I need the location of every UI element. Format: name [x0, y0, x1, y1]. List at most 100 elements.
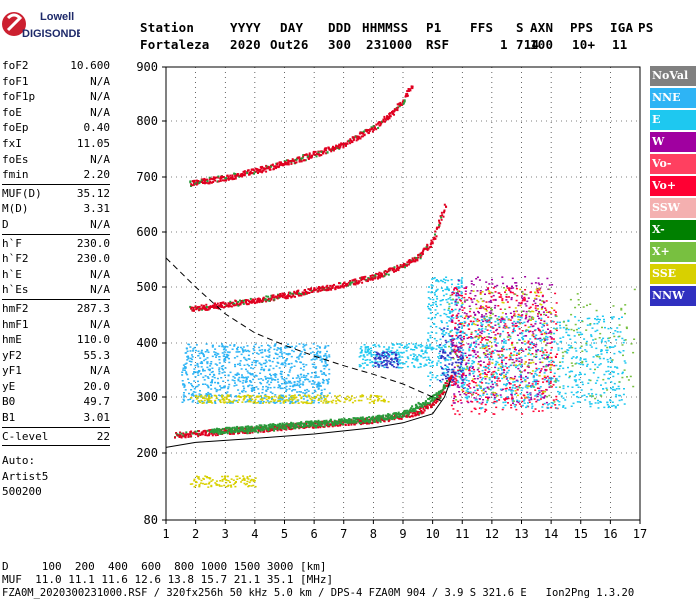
- trace-point: [447, 378, 450, 381]
- scatter-point: [463, 393, 466, 395]
- scatter-point: [575, 379, 578, 381]
- scatter-point: [479, 305, 482, 307]
- scatter-point: [484, 328, 487, 330]
- scatter-point: [207, 394, 210, 397]
- scatter-point: [518, 403, 521, 405]
- scatter-point: [236, 372, 239, 374]
- scatter-point: [363, 344, 366, 346]
- scatter-point: [460, 356, 462, 359]
- scatter-point: [319, 351, 322, 354]
- scatter-point: [277, 386, 280, 389]
- scatter-point: [312, 396, 314, 399]
- scatter-point: [409, 354, 412, 356]
- scatter-point: [545, 351, 548, 354]
- scatter-point: [461, 376, 464, 379]
- scatter-point: [497, 369, 500, 371]
- scatter-point: [363, 356, 366, 358]
- scatter-point: [550, 331, 553, 334]
- scatter-point: [268, 359, 271, 362]
- scatter-point: [278, 355, 281, 358]
- scatter-point: [512, 378, 515, 381]
- scatter-point: [205, 402, 208, 404]
- param-row: M(D) 3.31: [2, 201, 110, 217]
- scatter-point: [235, 480, 237, 483]
- scatter-point: [446, 288, 449, 291]
- scatter-point: [492, 371, 495, 373]
- scatter-point: [555, 379, 558, 381]
- scatter-point: [207, 477, 210, 479]
- scatter-point: [250, 367, 252, 369]
- trace-point: [387, 420, 390, 423]
- scatter-point: [592, 356, 595, 358]
- scatter-point: [250, 485, 253, 487]
- scatter-point: [523, 340, 526, 343]
- scatter-point: [459, 377, 462, 380]
- scatter-point: [502, 406, 505, 409]
- scatter-point: [234, 395, 237, 398]
- scatter-point: [551, 377, 554, 380]
- scatter-point: [464, 392, 467, 394]
- scatter-point: [279, 402, 282, 404]
- scatter-point: [588, 379, 591, 381]
- scatter-point: [396, 343, 399, 345]
- x-tick-label: 17: [633, 527, 647, 541]
- scatter-point: [550, 346, 553, 349]
- scatter-point: [245, 380, 247, 382]
- scatter-point: [194, 376, 197, 378]
- scatter-point: [432, 322, 435, 325]
- scatter-point: [325, 400, 328, 402]
- scatter-point: [377, 344, 380, 346]
- trace-point: [306, 292, 308, 295]
- param-value: 49.7: [83, 395, 111, 409]
- scatter-point: [327, 345, 330, 347]
- scatter-point: [310, 383, 313, 385]
- scatter-point: [267, 397, 270, 400]
- scatter-point: [596, 355, 599, 358]
- scatter-point: [419, 366, 422, 368]
- trace-point: [399, 417, 402, 420]
- scatter-point: [461, 379, 464, 381]
- scatter-point: [196, 372, 199, 374]
- scatter-point: [376, 361, 379, 363]
- scatter-point: [303, 394, 306, 396]
- scatter-point: [197, 477, 200, 479]
- scatter-point: [529, 319, 532, 321]
- scatter-point: [567, 349, 570, 352]
- scatter-point: [226, 395, 229, 398]
- trace-point: [268, 430, 271, 432]
- param-row: hmF1 N/A: [2, 317, 110, 333]
- scatter-point: [427, 332, 430, 334]
- scatter-point: [588, 401, 591, 403]
- scatter-point: [191, 401, 194, 403]
- scatter-point: [444, 343, 447, 346]
- scatter-point: [247, 358, 250, 360]
- scatter-point: [479, 347, 482, 349]
- trace-point: [229, 302, 232, 304]
- trace-point: [250, 300, 253, 303]
- scatter-point: [520, 361, 523, 363]
- scatter-point: [371, 360, 374, 363]
- scatter-point: [534, 408, 537, 410]
- trace-point: [200, 304, 203, 307]
- trace-point: [208, 434, 211, 437]
- scatter-point: [533, 379, 536, 381]
- scatter-point: [461, 369, 464, 371]
- scatter-point: [533, 355, 536, 358]
- scatter-point: [524, 369, 527, 371]
- scatter-point: [492, 294, 495, 297]
- param-row: foF2 10.600: [2, 58, 110, 74]
- trace-point: [199, 307, 202, 310]
- scatter-point: [463, 287, 466, 289]
- scatter-point: [371, 400, 374, 403]
- scatter-point: [501, 361, 503, 363]
- scatter-point: [457, 290, 459, 293]
- scatter-point: [242, 478, 245, 480]
- scatter-point: [435, 295, 438, 298]
- trace-point: [423, 409, 426, 412]
- trace-point: [247, 303, 250, 306]
- scatter-point: [501, 366, 504, 368]
- scatter-point: [536, 369, 539, 371]
- scatter-point: [452, 356, 455, 359]
- scatter-point: [525, 293, 528, 296]
- scatter-point: [479, 364, 482, 367]
